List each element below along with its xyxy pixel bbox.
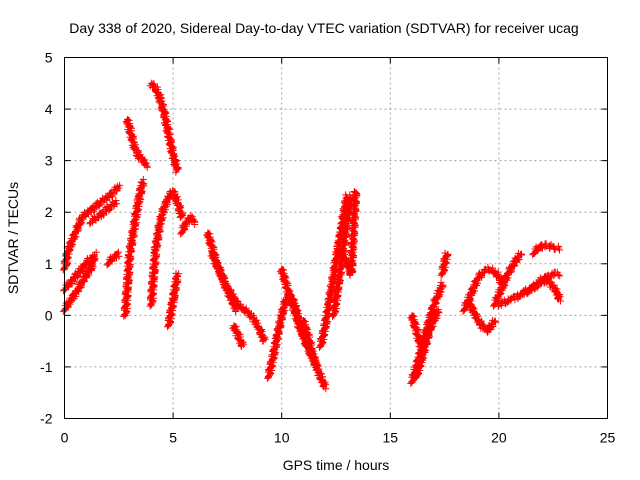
series-t29	[529, 240, 563, 259]
series-t7	[120, 176, 148, 320]
x-axis-label: GPS time / hours	[283, 457, 390, 473]
x-tick-label: 0	[61, 430, 69, 446]
y-tick-label: 4	[45, 101, 53, 117]
series-t4	[86, 197, 121, 228]
series-t30	[516, 274, 564, 305]
data-point-markers	[329, 191, 356, 320]
y-tick-label: 2	[45, 204, 53, 220]
series-t17	[298, 317, 330, 393]
series-t26	[463, 296, 499, 336]
data-point-markers	[177, 212, 199, 238]
x-tick-label: 25	[600, 430, 616, 446]
series-t6	[122, 115, 151, 171]
data-point-markers	[122, 115, 151, 171]
data-point-markers	[120, 176, 148, 320]
series-t5	[103, 248, 123, 269]
data-point-markers	[411, 306, 443, 382]
data-point-markers	[407, 311, 425, 351]
axis-ticks: 0 5 10 15 20 25 -2 -1 0 1 2 3 4 5	[40, 50, 615, 446]
series-t11	[177, 212, 199, 238]
x-tick-label: 15	[383, 430, 399, 446]
series-t10	[163, 269, 183, 331]
data-point-markers	[229, 322, 247, 350]
data-point-markers	[463, 296, 499, 336]
data-point-markers	[103, 248, 123, 269]
data-point-markers	[207, 249, 269, 345]
y-tick-label: 3	[45, 153, 53, 169]
y-tick-label: 1	[45, 256, 53, 272]
y-axis-label: SDTVAR / TECUs	[5, 182, 21, 294]
plot-frame	[64, 57, 608, 419]
data-point-markers	[337, 188, 361, 279]
x-tick-label: 5	[169, 430, 177, 446]
series-t14	[229, 322, 247, 350]
data-points	[59, 79, 564, 393]
grid-lines	[64, 57, 608, 419]
y-tick-label: -2	[40, 411, 53, 427]
series-t19	[329, 191, 356, 320]
data-point-markers	[489, 249, 525, 310]
y-tick-label: 0	[45, 307, 53, 323]
y-tick-label: 5	[45, 50, 53, 66]
data-point-markers	[516, 274, 564, 305]
series-t23	[407, 311, 425, 351]
series-t9	[146, 187, 187, 310]
data-point-markers	[146, 79, 182, 176]
data-point-markers	[146, 187, 187, 310]
data-point-markers	[298, 317, 330, 393]
series-t20	[337, 188, 361, 279]
chart-title: Day 338 of 2020, Sidereal Day-to-day VTE…	[69, 20, 578, 36]
series-t8	[146, 79, 182, 176]
y-tick-label: -1	[40, 359, 53, 375]
series-t27	[489, 249, 525, 310]
series-t13	[207, 249, 269, 345]
x-tick-label: 10	[274, 430, 290, 446]
series-t24	[437, 249, 452, 279]
series-t22	[411, 306, 443, 382]
data-point-markers	[163, 269, 183, 331]
data-point-markers	[529, 240, 563, 259]
data-point-markers	[86, 197, 121, 228]
data-point-markers	[437, 249, 452, 279]
x-tick-label: 20	[491, 430, 507, 446]
